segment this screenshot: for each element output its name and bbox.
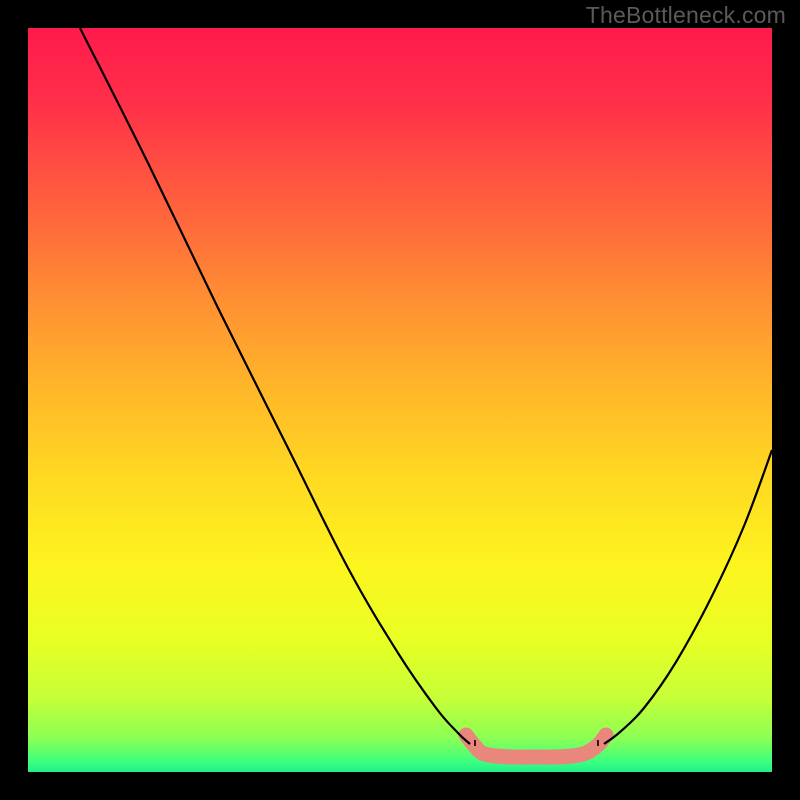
v-curve-left — [80, 28, 470, 744]
chart-stage: TheBottleneck.com — [0, 0, 800, 800]
v-curve-right — [604, 450, 772, 744]
floor-squiggle — [466, 735, 606, 757]
watermark-text: TheBottleneck.com — [586, 2, 786, 29]
plot-area — [28, 28, 772, 772]
curve-overlay — [28, 28, 772, 772]
